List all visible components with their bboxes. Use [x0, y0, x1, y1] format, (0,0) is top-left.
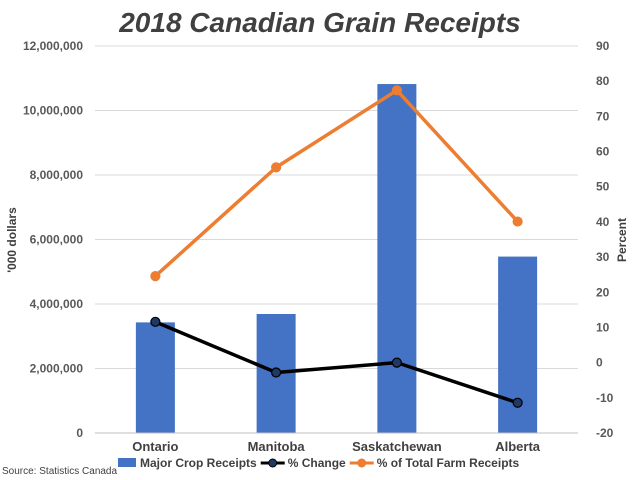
source-note: Source: Statistics Canada	[2, 466, 117, 477]
data-point	[150, 316, 161, 327]
gridlines	[95, 45, 578, 369]
left-tick-label: 6,000,000	[30, 233, 84, 247]
category-label: Saskatchewan	[352, 439, 442, 454]
right-tick-label: 30	[596, 250, 610, 264]
right-tick-label: 90	[596, 39, 610, 53]
legend-marker	[357, 458, 367, 468]
right-tick-label: 50	[596, 180, 610, 194]
category-label: Ontario	[132, 439, 178, 454]
left-tick-label: 8,000,000	[30, 168, 84, 182]
data-point	[391, 85, 402, 96]
right-tick-label: 20	[596, 285, 610, 299]
right-axis-ticks: -20 -10 0 10 20 30 40 50 60 70 80 90	[596, 39, 614, 440]
right-tick-label: 70	[596, 109, 610, 123]
bars	[135, 84, 538, 434]
right-tick-label: 80	[596, 74, 610, 88]
right-tick-label: 40	[596, 215, 610, 229]
legend-swatch	[118, 458, 136, 467]
left-axis-ticks: 0 2,000,000 4,000,000 6,000,000 8,000,000 10,…	[23, 39, 83, 440]
data-point	[271, 162, 282, 173]
category-label: Manitoba	[248, 439, 306, 454]
left-tick-label: 0	[76, 426, 83, 440]
data-point	[271, 367, 282, 378]
right-tick-label: 10	[596, 320, 610, 334]
legend-marker	[268, 458, 278, 468]
left-tick-label: 12,000,000	[23, 39, 83, 53]
legend-label: % Change	[288, 456, 346, 470]
series-line	[154, 88, 519, 278]
right-tick-label: -10	[596, 391, 614, 405]
right-tick-label: -20	[596, 426, 614, 440]
data-point	[512, 397, 523, 408]
bar	[377, 84, 417, 434]
legend-label: Major Crop Receipts	[140, 456, 257, 470]
left-axis-label: '000 dollars	[5, 207, 19, 273]
right-axis-label: Percent	[615, 218, 629, 262]
legend-label: % of Total Farm Receipts	[377, 456, 520, 470]
right-tick-label: 60	[596, 145, 610, 159]
left-tick-label: 2,000,000	[30, 362, 84, 376]
category-labels: Ontario Manitoba Saskatchewan Alberta	[132, 439, 541, 454]
left-tick-label: 10,000,000	[23, 104, 83, 118]
chart-title: 2018 Canadian Grain Receipts	[118, 7, 521, 38]
data-point	[150, 270, 161, 282]
series-line	[154, 320, 519, 405]
data-point	[391, 357, 402, 368]
left-tick-label: 4,000,000	[30, 297, 84, 311]
right-tick-label: 0	[596, 356, 603, 370]
category-label: Alberta	[495, 439, 541, 454]
data-point	[512, 216, 523, 227]
bar	[135, 322, 175, 433]
lines	[150, 85, 523, 408]
legend: Major Crop Receipts % Change % of Total Fa…	[118, 456, 520, 470]
